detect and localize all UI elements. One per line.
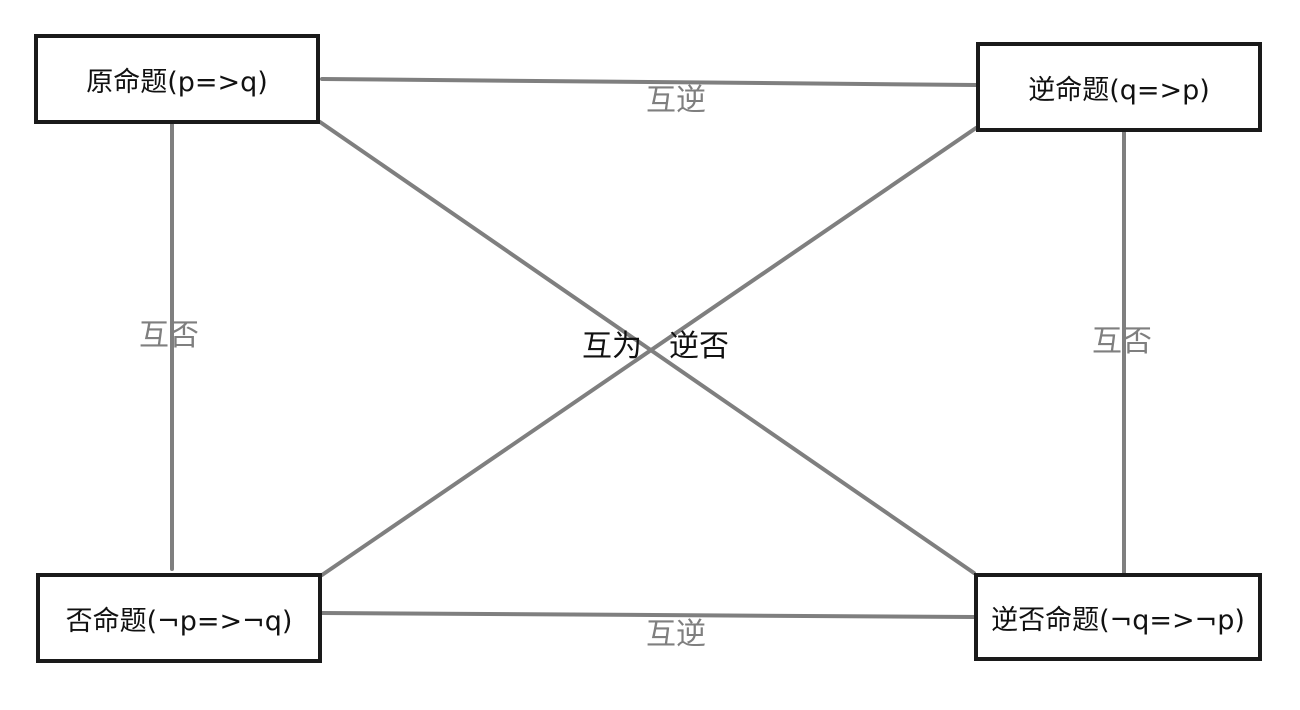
relation-label-bottom-converse: 互逆 xyxy=(646,617,706,652)
converse-proposition-box: 逆命题(q=>p) xyxy=(976,42,1262,132)
relation-label-diagonal-part1: 互为 xyxy=(582,329,642,364)
relation-label-right-inverse: 互否 xyxy=(1092,324,1152,359)
converse-connector-top xyxy=(320,77,978,87)
original-proposition-box: 原命题(p=>q) xyxy=(34,34,320,124)
inverse-proposition-box: 否命题(¬p=>¬q) xyxy=(36,573,322,663)
diagonal-original-to-contrapositive xyxy=(318,120,976,575)
contrapositive-proposition-box: 逆否命题(¬q=>¬p) xyxy=(974,573,1262,661)
relation-label-left-inverse: 互否 xyxy=(139,318,199,353)
relation-label-top-converse: 互逆 xyxy=(646,83,706,118)
original-proposition-label: 原命题(p=>q) xyxy=(86,66,268,98)
converse-proposition-label: 逆命题(q=>p) xyxy=(1028,74,1210,106)
relation-label-diagonal-part2: 逆否 xyxy=(669,329,729,364)
contrapositive-proposition-label: 逆否命题(¬q=>¬p) xyxy=(991,604,1245,636)
converse-connector-bottom xyxy=(320,611,976,619)
inverse-proposition-label: 否命题(¬p=>¬q) xyxy=(65,605,293,637)
diagonal-converse-to-inverse xyxy=(320,126,978,577)
